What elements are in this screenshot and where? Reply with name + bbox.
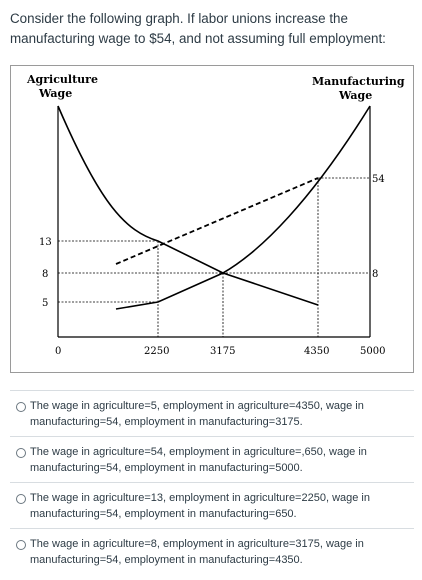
answer-option-2[interactable]: The wage in agriculture=54, employment i… [10,436,414,482]
x-tick-3175: 3175 [210,346,235,357]
agriculture-demand-curve [57,105,319,306]
question-text: Consider the following graph. If labor u… [10,11,386,46]
answer-text: The wage in agriculture=8, employment in… [30,538,364,566]
radio-button[interactable] [16,448,26,458]
right-axis-title-line2: Wage [338,89,372,102]
answer-option-3[interactable]: The wage in agriculture=13, employment i… [10,482,414,528]
x-tick-0: 0 [55,346,61,357]
radio-button[interactable] [16,494,26,504]
right-axis-title-line1: Manufacturing [312,75,405,88]
left-axis-title-line2: Wage [38,87,72,100]
right-tick-8: 8 [372,269,378,280]
answer-option-4[interactable]: The wage in agriculture=8, employment in… [10,528,414,574]
answer-text: The wage in agriculture=5, employment in… [30,400,364,428]
x-tick-2250: 2250 [144,346,169,357]
answer-list: The wage in agriculture=5, employment in… [10,390,414,574]
graph-svg: Agriculture Wage Manufacturing Wage 13 8… [26,73,405,357]
left-axis-title-line1: Agriculture [26,73,98,86]
answer-text: The wage in agriculture=54, employment i… [30,446,367,474]
manufacturing-demand-curve [115,105,371,310]
answer-text: The wage in agriculture=13, employment i… [30,492,370,520]
left-tick-5: 5 [42,298,48,309]
x-tick-4350: 4350 [304,346,329,357]
answer-option-1[interactable]: The wage in agriculture=5, employment in… [10,390,414,436]
labor-market-graph: Agriculture Wage Manufacturing Wage 13 8… [10,65,414,373]
left-tick-8: 8 [42,269,48,280]
right-tick-54: 54 [372,174,385,185]
x-tick-5000: 5000 [360,346,385,357]
left-tick-13: 13 [39,237,52,248]
radio-button[interactable] [16,540,26,550]
dashed-wage-line [115,177,319,265]
radio-button[interactable] [16,402,26,412]
